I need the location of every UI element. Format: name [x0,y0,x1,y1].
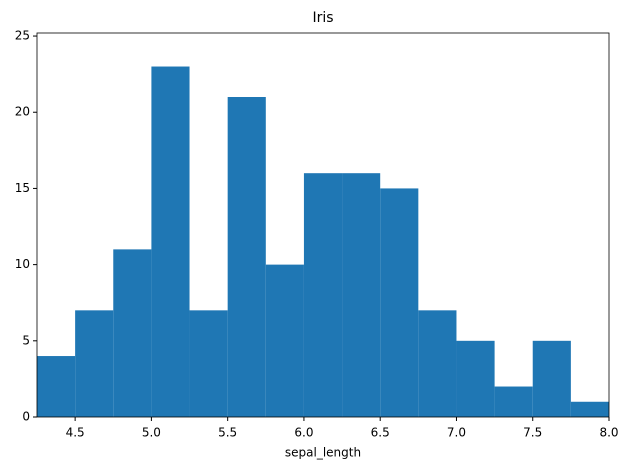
bar [113,249,152,417]
y-tick-label: 20 [15,105,30,119]
bar [342,173,381,417]
chart-title: Iris [312,10,333,26]
bar [380,188,419,417]
x-tick-label: 5.5 [218,426,237,440]
x-tick-label: 6.0 [294,426,313,440]
bar [456,340,495,417]
x-tick-label: 4.5 [66,426,85,440]
bar [418,310,457,417]
y-tick-label: 10 [15,257,30,271]
plot-frame [36,32,610,418]
bar [303,173,343,417]
y-tick-label: 0 [22,410,30,424]
x-tick-label: 7.0 [447,426,466,440]
bar [189,310,228,417]
bar [265,264,304,417]
bar [532,340,571,417]
bar [494,386,533,417]
x-tick-label: 5.0 [142,426,161,440]
x-tick-label: 6.5 [371,426,390,440]
bar [570,401,609,417]
y-tick-label: 25 [15,29,30,43]
x-tick-label: 8.0 [599,426,618,440]
y-tick-label: 5 [22,333,30,347]
y-tick-label: 15 [15,181,30,195]
x-axis-label: sepal_length [285,446,361,460]
bar [151,66,190,418]
bar [227,97,266,417]
bar [37,356,76,417]
bar [75,310,114,417]
x-tick-label: 7.5 [523,426,542,440]
